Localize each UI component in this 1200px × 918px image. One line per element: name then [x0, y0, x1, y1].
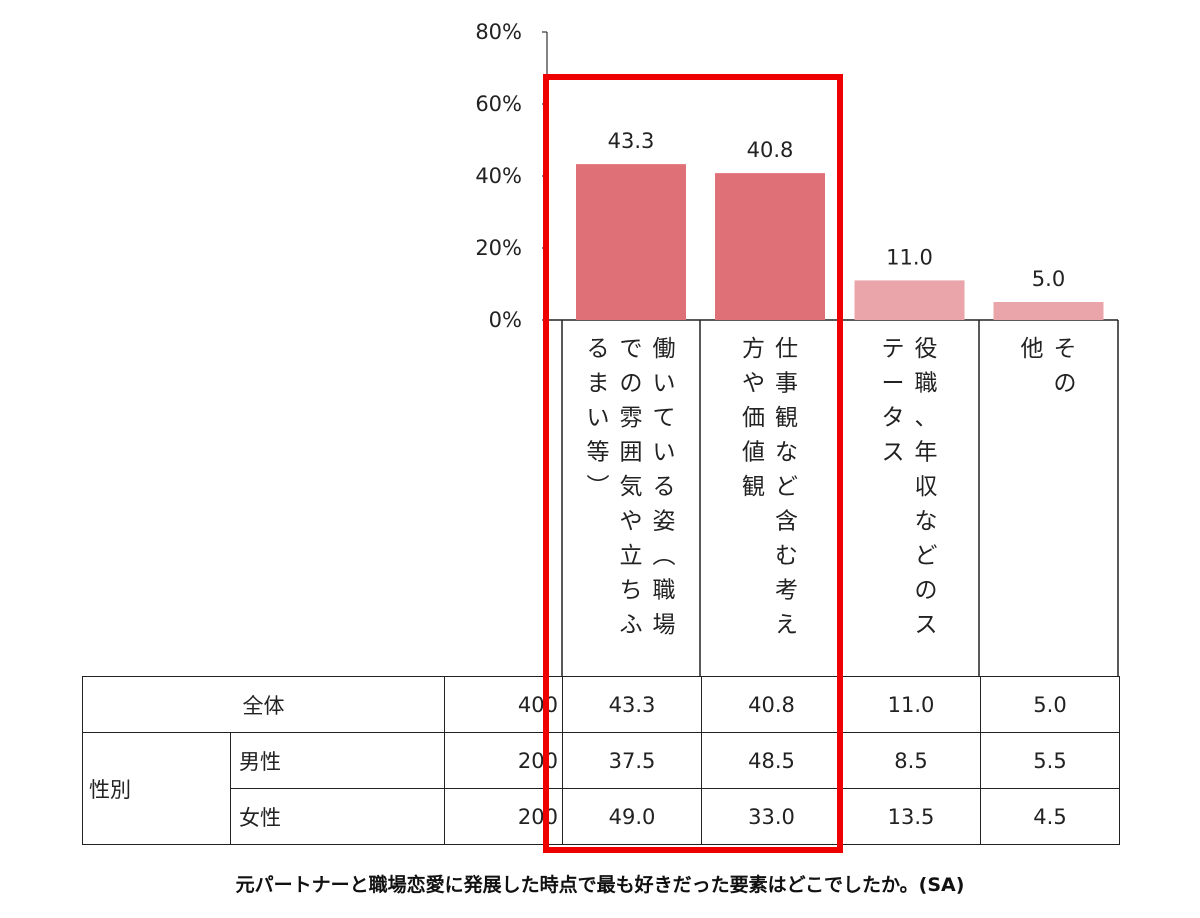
category-label-char: テ: [882, 336, 905, 362]
table-cell: 48.5: [701, 732, 842, 789]
table-cell: 43.3: [562, 676, 702, 733]
category-label-char: 気: [620, 474, 643, 500]
category-label-char: ー: [882, 371, 905, 397]
table-cell: 33.0: [701, 788, 842, 845]
chart-caption: 元パートナーと職場恋愛に発展した時点で最も好きだった要素はどこでしたか。(SA): [235, 874, 965, 896]
data-label: 5.0: [1032, 267, 1065, 291]
category-label-char: 場: [653, 612, 676, 638]
category-label-char: え: [775, 612, 798, 638]
category-label-char: や: [742, 371, 765, 397]
category-label-char: 収: [915, 474, 938, 500]
table-cell: 40.8: [701, 676, 842, 733]
category-label-char: の: [915, 578, 938, 604]
data-labels: 43.3 40.8 11.0 5.0: [608, 129, 1066, 291]
category-label-char: タ: [882, 405, 905, 431]
bars: [576, 164, 1104, 320]
category-label-char: い: [653, 371, 676, 397]
table-cell: 5.0: [980, 676, 1120, 733]
category-label-char: 年: [915, 440, 938, 466]
bar: [993, 302, 1104, 320]
data-label: 43.3: [608, 129, 655, 153]
category-label-char: い: [587, 405, 610, 431]
category-label-char: 役: [915, 336, 938, 362]
bar: [854, 280, 965, 320]
category-label-char: 他: [1021, 336, 1044, 362]
category-label-char: 、: [915, 405, 938, 431]
category-label-char: る: [587, 336, 610, 362]
table-row-total: 全体 400 43.3 40.8 11.0 5.0: [82, 676, 1120, 733]
category-label-char: ま: [587, 371, 610, 397]
category-label-char: 考: [775, 578, 798, 604]
category-label-char: 観: [775, 405, 798, 431]
category-label-char: 立: [620, 543, 643, 569]
bar: [576, 164, 686, 320]
category-label-char: 仕: [775, 336, 798, 362]
sample-size: 200: [444, 788, 563, 845]
table-cell: 5.5: [980, 732, 1120, 789]
category-label-char: 含: [775, 509, 798, 535]
category-label-char: ︶: [587, 474, 610, 500]
y-tick-label: 80%: [475, 20, 522, 44]
category-label-char: そ: [1054, 336, 1077, 362]
category-label-char: ふ: [620, 612, 643, 638]
sample-size: 200: [444, 732, 563, 789]
category-label-char: な: [775, 440, 798, 466]
category-label-char: 職: [653, 578, 676, 604]
category-label-char: い: [653, 440, 676, 466]
category-label-char: 等: [587, 440, 610, 466]
table-row-male: 性別 男性 200 37.5 48.5 8.5 5.5: [82, 732, 1120, 845]
category-label-char: の: [1054, 371, 1077, 397]
sample-size: 400: [444, 676, 563, 733]
category-label-char: 雰: [620, 405, 643, 431]
table-cell: 4.5: [980, 788, 1120, 845]
category-label-char: で: [620, 336, 643, 362]
category-label-char: 観: [742, 474, 765, 500]
category-label-char: 囲: [620, 440, 643, 466]
table-cell: 37.5: [562, 732, 702, 789]
category-label-char: 姿: [653, 509, 676, 535]
data-label: 11.0: [886, 245, 933, 269]
category-label-char: な: [915, 509, 938, 535]
group-label-gender: 性別: [82, 732, 231, 845]
category-label-char: 職: [915, 371, 938, 397]
table-cell: 8.5: [841, 732, 981, 789]
row-label-female: 女性: [230, 788, 445, 845]
y-tick-label: 0%: [489, 308, 522, 332]
table-row-female: 女性 200 49.0 33.0 13.5 4.5: [83, 788, 1120, 845]
category-label-char: や: [620, 509, 643, 535]
data-label: 40.8: [747, 138, 794, 162]
bar: [715, 173, 825, 320]
category-label-char: 値: [742, 440, 765, 466]
category-label-char: ス: [882, 440, 905, 466]
category-label-char: る: [653, 474, 676, 500]
y-tick-label: 40%: [475, 164, 522, 188]
category-label-char: の: [620, 371, 643, 397]
category-label-char: ど: [775, 474, 798, 500]
data-table: 全体 400 43.3 40.8 11.0 5.0 性別 男性 200 37.5…: [82, 676, 1120, 845]
category-label-char: 価: [742, 405, 765, 431]
table-cell: 49.0: [562, 788, 702, 845]
y-tick-label: 20%: [475, 236, 522, 260]
row-label-male: 男性: [230, 732, 445, 789]
table-cell: 11.0: [841, 676, 981, 733]
category-label-char: 方: [742, 336, 765, 362]
row-label-total: 全体: [82, 676, 445, 733]
category-labels: 働いている姿︵職場での雰囲気や立ちふるまい等︶仕事観など含む考え方や価値観役職、…: [561, 320, 1119, 676]
category-label-char: て: [653, 405, 676, 431]
category-label-char: ち: [620, 578, 643, 604]
category-label-char: ど: [915, 543, 938, 569]
category-label-char: 働: [653, 336, 676, 362]
y-tick-label: 60%: [475, 92, 522, 116]
category-label-char: む: [775, 543, 798, 569]
table-cell: 13.5: [841, 788, 981, 845]
y-axis: 0% 20% 40% 60% 80%: [475, 20, 1118, 332]
category-label-char: ︵: [653, 543, 676, 569]
category-label-char: ス: [915, 612, 938, 638]
category-label-char: 事: [775, 371, 798, 397]
